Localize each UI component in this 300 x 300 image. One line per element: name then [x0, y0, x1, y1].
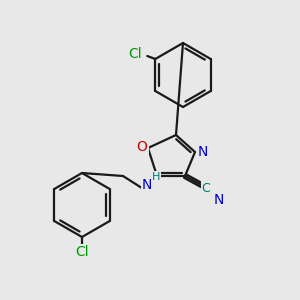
Text: Cl: Cl	[75, 245, 89, 259]
Text: N: N	[214, 193, 224, 207]
Text: N: N	[142, 178, 152, 192]
Text: O: O	[136, 140, 147, 154]
Text: H: H	[152, 172, 160, 182]
Text: N: N	[198, 145, 208, 159]
Text: C: C	[202, 182, 210, 194]
Text: Cl: Cl	[128, 47, 142, 61]
